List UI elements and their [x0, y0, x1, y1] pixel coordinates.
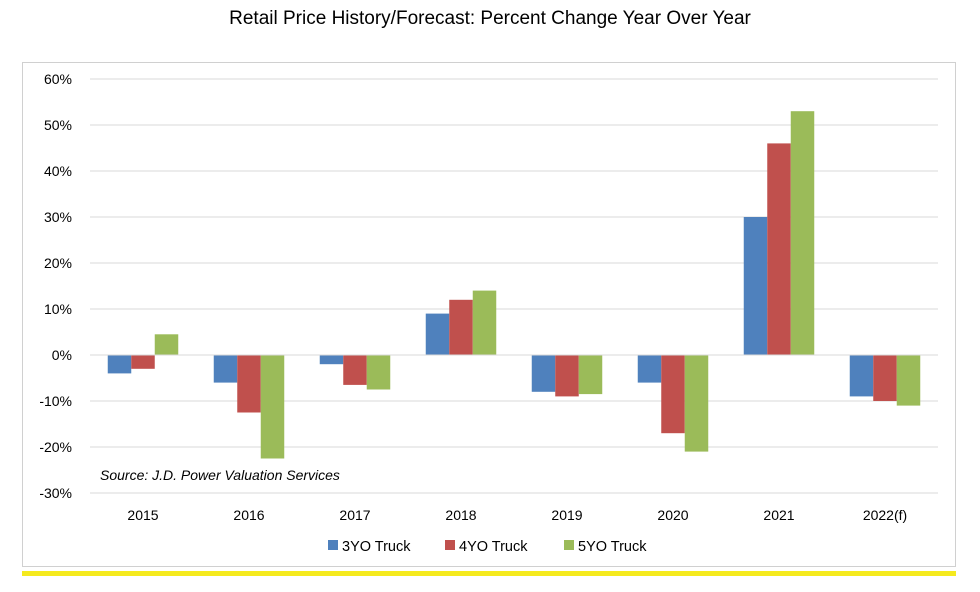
y-tick-label: 40%: [44, 163, 72, 179]
y-tick-label: 60%: [44, 71, 72, 87]
x-tick-label: 2015: [127, 507, 158, 523]
y-tick-label: -30%: [39, 485, 72, 501]
bar-5yo-truck: [366, 355, 391, 390]
bar-4yo-truck: [237, 355, 261, 413]
bar-5yo-truck: [472, 290, 497, 355]
bar-4yo-truck: [131, 355, 155, 369]
x-tick-label: 2016: [233, 507, 264, 523]
bar-4yo-truck: [661, 355, 685, 434]
y-tick-label: -10%: [39, 393, 72, 409]
bar-5yo-truck: [578, 355, 603, 395]
y-tick-label: -20%: [39, 439, 72, 455]
bar-3yo-truck: [107, 355, 132, 374]
bar-4yo-truck: [873, 355, 897, 401]
bar-3yo-truck: [531, 355, 556, 392]
x-tick-label: 2020: [657, 507, 688, 523]
y-tick-label: 20%: [44, 255, 72, 271]
chart-title: Retail Price History/Forecast: Percent C…: [229, 8, 751, 29]
y-tick-label: 50%: [44, 117, 72, 133]
x-tick-label: 2019: [551, 507, 582, 523]
y-tick-label: 0%: [52, 347, 72, 363]
legend-label: 3YO Truck: [342, 539, 411, 555]
chart-frame: [22, 62, 956, 567]
bar-3yo-truck: [425, 313, 450, 355]
legend-swatch: [564, 540, 574, 550]
bar-5yo-truck: [790, 111, 815, 355]
bar-3yo-truck: [319, 355, 344, 365]
bar-3yo-truck: [849, 355, 874, 397]
x-tick-label: 2017: [339, 507, 370, 523]
bar-3yo-truck: [743, 217, 768, 355]
yellow-divider: [22, 571, 956, 576]
bar-4yo-truck: [555, 355, 579, 397]
y-tick-label: 30%: [44, 209, 72, 225]
source-annotation: Source: J.D. Power Valuation Services: [100, 467, 340, 483]
bar-3yo-truck: [213, 355, 238, 383]
bar-5yo-truck: [154, 334, 179, 355]
bar-3yo-truck: [637, 355, 662, 383]
legend-label: 5YO Truck: [578, 539, 647, 555]
x-tick-label: 2021: [763, 507, 794, 523]
bar-4yo-truck: [343, 355, 367, 385]
legend-swatch: [445, 540, 455, 550]
bar-4yo-truck: [767, 143, 791, 355]
bar-5yo-truck: [260, 355, 285, 459]
bar-5yo-truck: [684, 355, 709, 452]
legend-swatch: [328, 540, 338, 550]
y-tick-label: 10%: [44, 301, 72, 317]
x-tick-label: 2022(f): [863, 507, 907, 523]
bar-5yo-truck: [896, 355, 921, 406]
bar-4yo-truck: [449, 299, 473, 355]
x-tick-label: 2018: [445, 507, 476, 523]
legend-label: 4YO Truck: [459, 539, 528, 555]
